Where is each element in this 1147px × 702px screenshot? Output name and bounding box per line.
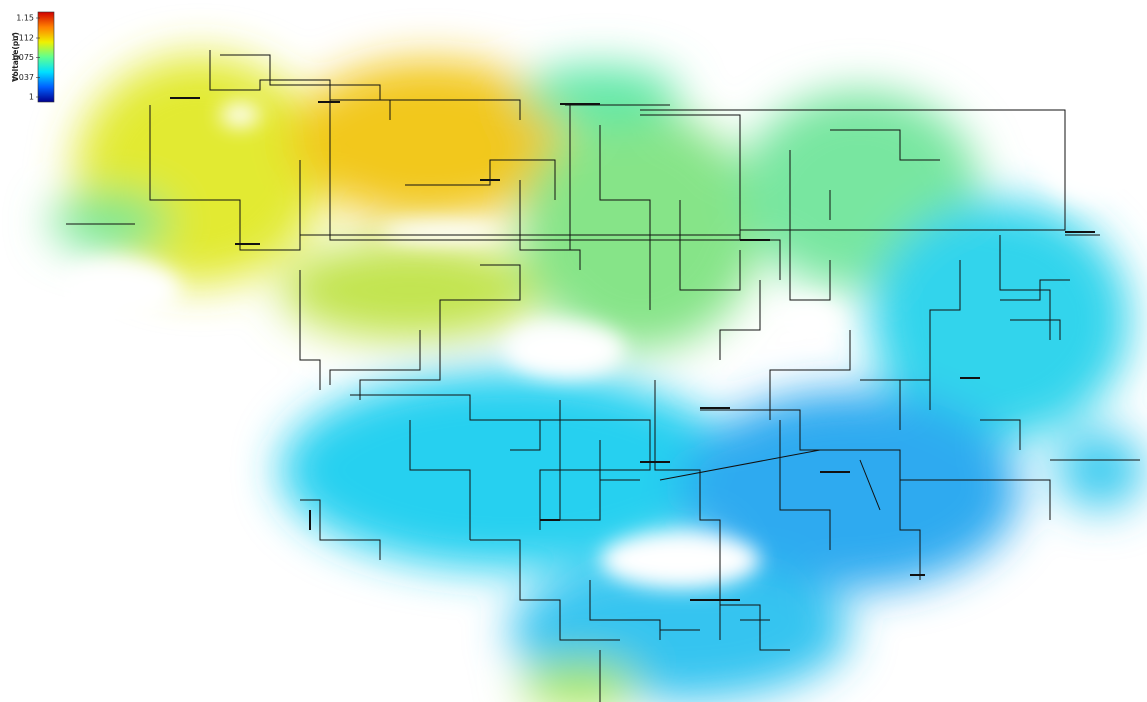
colorbar-tick-label: 1.075 bbox=[11, 53, 34, 62]
colorbar-tick-label: 1.037 bbox=[11, 73, 34, 82]
colorbar-tick-label: 1.112 bbox=[11, 34, 34, 43]
page: Voltage(pu) 11.0371.0751.1121.15 (() => … bbox=[0, 0, 1147, 702]
colorbar-scale bbox=[38, 12, 54, 102]
colorbar-tick-label: 1 bbox=[29, 93, 34, 102]
voltage-map: Voltage(pu) 11.0371.0751.1121.15 bbox=[0, 0, 1147, 702]
colorbar-tick-label: 1.15 bbox=[16, 14, 34, 23]
